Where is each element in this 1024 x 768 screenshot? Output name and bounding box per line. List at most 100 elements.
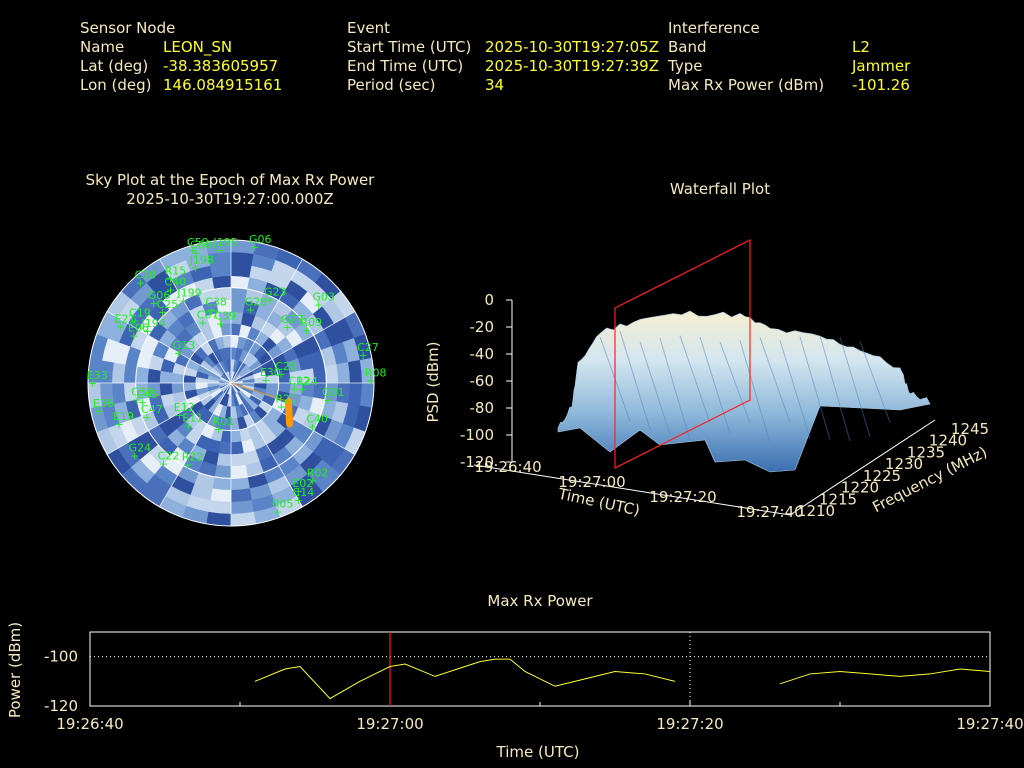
sky-cell — [172, 362, 187, 376]
sky-cell — [284, 279, 308, 302]
sky-cell — [219, 382, 232, 390]
sky-cell — [241, 374, 255, 382]
sky-cell — [275, 390, 290, 404]
satellite-marker: + — [188, 244, 197, 257]
sky-cell — [171, 382, 185, 394]
waterfall-time-axis-label: Time (UTC) — [556, 484, 642, 519]
sky-cell — [220, 429, 232, 443]
satellite-label: R15 — [165, 264, 187, 277]
sky-cell — [230, 380, 244, 384]
sky-cell — [194, 376, 208, 384]
sky-cell — [210, 388, 223, 399]
sky-cell — [169, 300, 190, 320]
sky-cell — [214, 464, 232, 479]
sky-cell — [230, 371, 238, 384]
sky-cell — [184, 320, 202, 338]
sky-cell — [203, 397, 217, 411]
sky-cell — [206, 438, 221, 454]
sky-cell — [230, 299, 246, 313]
satellite-label: R22 — [182, 450, 204, 463]
sky-cell — [303, 430, 325, 453]
sky-cell — [146, 269, 172, 293]
waterfall-ridge — [819, 335, 851, 442]
sky-cell — [264, 388, 279, 400]
sky-cell — [200, 326, 216, 343]
sky-cell — [203, 355, 217, 369]
sky-cell — [241, 438, 256, 454]
sky-cell — [238, 364, 250, 376]
satellite-marker: + — [159, 457, 168, 470]
sky-cell — [292, 340, 310, 359]
sky-cell — [234, 347, 244, 361]
sensor-lat-value: -38.383605957 — [163, 57, 279, 75]
satellite-label: R21 — [275, 393, 297, 406]
waterfall-ridge — [859, 340, 891, 423]
satellite-label: C40 — [306, 412, 328, 425]
waterfall-ridge — [659, 338, 691, 441]
sky-cell — [313, 415, 333, 437]
satellite-marker: + — [133, 394, 142, 407]
sky-cell — [171, 475, 195, 496]
sky-cell — [222, 393, 230, 407]
sky-cell — [331, 341, 349, 365]
sky-azimuth-line — [106, 311, 232, 384]
sky-cell — [137, 313, 159, 336]
sky-cell — [189, 265, 213, 283]
sky-cell — [324, 364, 339, 384]
sky-cell — [309, 397, 326, 416]
satellite-label: J194 — [140, 317, 165, 330]
sky-cell — [224, 371, 232, 384]
sky-cell — [215, 362, 226, 375]
sky-cell — [297, 395, 314, 412]
satellite-label: G13 — [173, 339, 196, 352]
waterfall-ridge — [599, 336, 631, 422]
sky-cell — [289, 370, 303, 384]
sky-cell — [226, 370, 232, 384]
sky-cell — [218, 360, 228, 374]
waterfall-ridge — [839, 336, 871, 437]
waterfall-ridge — [759, 337, 791, 423]
satellite-label: C25 — [157, 298, 179, 311]
sky-elevation-ring — [87, 239, 375, 527]
sky-cell — [245, 397, 259, 411]
sky-cell — [294, 424, 314, 445]
sky-cell — [242, 400, 255, 415]
sky-cell — [266, 437, 285, 456]
event-heading: Event — [347, 19, 390, 37]
event-end-label: End Time (UTC) — [347, 57, 464, 75]
satellite-marker: + — [314, 298, 323, 311]
sky-cell — [271, 485, 297, 507]
sky-cell — [148, 300, 171, 323]
satellite-label: J198 — [189, 254, 214, 267]
sky-cell — [183, 366, 198, 378]
sky-azimuth-line — [230, 382, 356, 455]
satellite-label: C33 — [131, 386, 153, 399]
sky-cell — [312, 306, 335, 330]
sky-cell — [148, 443, 171, 466]
sky-cell — [218, 378, 232, 384]
sky-cell — [265, 374, 279, 384]
sky-cell — [246, 326, 262, 343]
satellite-marker: + — [290, 383, 299, 396]
sky-cell — [253, 505, 281, 525]
sky-cell — [130, 459, 155, 484]
satellite-marker: + — [94, 405, 103, 418]
sky-cell — [177, 310, 196, 329]
sky-cell — [171, 270, 195, 291]
sky-cell — [253, 405, 268, 420]
sky-cell — [163, 403, 180, 420]
satellite-marker: + — [149, 297, 158, 310]
sky-cell — [189, 352, 204, 366]
sky-cell — [344, 427, 366, 455]
satellite-marker: + — [138, 396, 147, 409]
jammer-bearing-line — [230, 382, 289, 403]
sky-cell — [248, 394, 263, 407]
sky-cell — [113, 341, 131, 365]
sky-cell — [192, 331, 208, 347]
sky-cell — [159, 370, 173, 384]
sky-cell — [253, 370, 267, 380]
sky-cell — [123, 364, 138, 384]
sky-cell — [106, 290, 131, 318]
sky-cell — [206, 312, 221, 328]
event-end-value: 2025-10-30T19:27:39Z — [485, 57, 659, 75]
